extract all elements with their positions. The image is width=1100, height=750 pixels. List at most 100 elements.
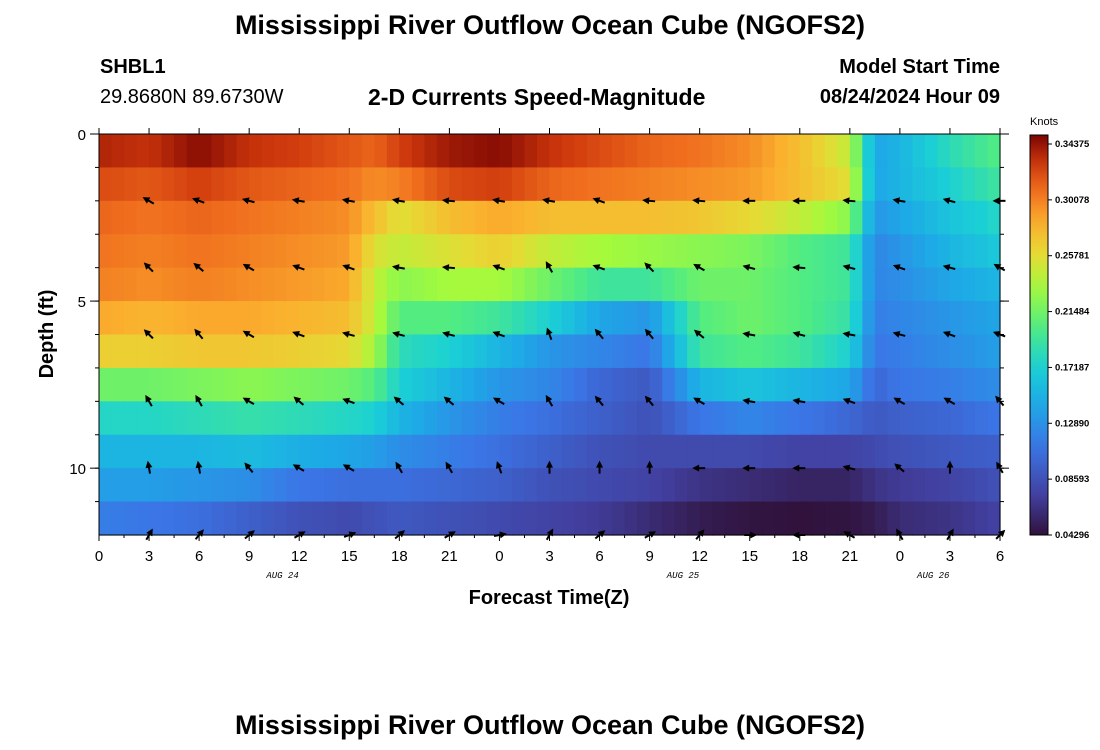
colorbar-tick-label: 0.34375 bbox=[1055, 139, 1090, 150]
heatmap-cell bbox=[774, 301, 788, 336]
heatmap-cell bbox=[474, 267, 488, 302]
heatmap-cell bbox=[874, 200, 888, 235]
heatmap-cell bbox=[762, 234, 776, 269]
heatmap-cell bbox=[461, 468, 476, 503]
heatmap-cell bbox=[499, 334, 513, 369]
arrow-head bbox=[492, 264, 501, 271]
heatmap-cell bbox=[311, 234, 325, 269]
heatmap-cell bbox=[236, 367, 250, 402]
heatmap-cell bbox=[662, 167, 676, 202]
heatmap-cell bbox=[787, 501, 801, 536]
arrow-head bbox=[942, 197, 951, 205]
heatmap-cell bbox=[887, 468, 901, 503]
heatmap-cell bbox=[374, 167, 388, 202]
heatmap-cell bbox=[699, 334, 713, 369]
heatmap-cell bbox=[737, 468, 751, 503]
heatmap-cell bbox=[774, 200, 788, 235]
current-arrow bbox=[742, 330, 756, 338]
heatmap-cell bbox=[361, 501, 375, 536]
heatmap-cell bbox=[161, 367, 175, 402]
heatmap-cell bbox=[286, 267, 300, 302]
x-tick-label: 15 bbox=[741, 548, 758, 565]
heatmap-cell bbox=[674, 301, 688, 336]
arrow-head bbox=[492, 331, 501, 338]
heatmap-cell bbox=[724, 401, 738, 436]
heatmap-cell bbox=[624, 334, 638, 369]
heatmap-cell bbox=[249, 200, 263, 235]
heatmap-cell bbox=[812, 401, 826, 436]
arrow-head bbox=[443, 396, 452, 404]
heatmap-cell bbox=[286, 367, 300, 402]
heatmap-cell bbox=[299, 167, 313, 202]
arrow-head bbox=[842, 397, 851, 405]
heatmap-cell bbox=[974, 334, 989, 369]
heatmap-cell bbox=[662, 200, 676, 235]
heatmap-cell bbox=[486, 200, 501, 235]
heatmap-cell bbox=[562, 167, 576, 202]
heatmap-cell bbox=[361, 167, 375, 202]
heatmap-cell bbox=[599, 367, 613, 402]
arrow-head bbox=[892, 197, 901, 205]
heatmap-cell bbox=[449, 234, 463, 269]
heatmap-cell bbox=[937, 401, 951, 436]
heatmap-cell bbox=[712, 301, 726, 336]
heatmap-cell bbox=[662, 301, 676, 336]
heatmap-cell bbox=[449, 200, 463, 235]
heatmap-cell bbox=[136, 200, 150, 235]
heatmap-cell bbox=[937, 468, 951, 503]
heatmap-cell bbox=[261, 434, 275, 469]
heatmap-cell bbox=[587, 200, 601, 235]
current-arrow bbox=[195, 460, 203, 474]
current-arrow bbox=[892, 197, 906, 205]
heatmap-cell bbox=[174, 234, 188, 269]
heatmap-cell bbox=[762, 301, 776, 336]
heatmap-cell bbox=[324, 334, 338, 369]
heatmap-cell bbox=[924, 367, 939, 402]
arrow-head bbox=[291, 197, 300, 205]
heatmap-cell bbox=[699, 200, 713, 235]
heatmap-cell bbox=[624, 367, 638, 402]
arrow-head bbox=[792, 464, 800, 472]
heatmap-cell bbox=[599, 267, 613, 302]
heatmap-cell bbox=[224, 200, 238, 235]
heatmap-cell bbox=[336, 401, 350, 436]
current-arrow bbox=[842, 264, 856, 271]
current-arrow bbox=[441, 264, 455, 272]
heatmap-cell bbox=[874, 234, 888, 269]
heatmap-cell bbox=[587, 434, 601, 469]
arrow-head bbox=[192, 197, 200, 204]
heatmap-cell bbox=[549, 501, 563, 536]
heatmap-cell bbox=[411, 334, 425, 369]
heatmap-cell bbox=[461, 234, 476, 269]
arrow-head bbox=[594, 328, 602, 337]
heatmap-cell bbox=[874, 267, 888, 302]
heatmap-cell bbox=[799, 134, 813, 169]
heatmap-cell bbox=[887, 267, 901, 302]
x-tick-label: 0 bbox=[95, 548, 103, 565]
heatmap-cell bbox=[812, 468, 826, 503]
current-arrow bbox=[942, 264, 956, 271]
heatmap-cell bbox=[837, 200, 851, 235]
heatmap-cell bbox=[649, 200, 663, 235]
heatmap-cell bbox=[236, 234, 250, 269]
heatmap-cell bbox=[712, 367, 726, 402]
current-arrow bbox=[341, 197, 355, 205]
arrow-head bbox=[842, 330, 850, 338]
heatmap-cell bbox=[562, 301, 576, 336]
current-arrow bbox=[742, 197, 756, 205]
current-arrow bbox=[145, 460, 153, 474]
heatmap-cell bbox=[862, 501, 876, 536]
heatmap-cell bbox=[687, 134, 701, 169]
heatmap-cell bbox=[699, 501, 713, 536]
heatmap-cell bbox=[937, 167, 951, 202]
date-label: AUG 24 bbox=[265, 571, 298, 581]
heatmap-cell bbox=[286, 501, 300, 536]
heatmap-cell bbox=[411, 301, 425, 336]
heatmap-cell bbox=[436, 167, 450, 202]
heatmap-cell bbox=[111, 334, 125, 369]
heatmap-cell bbox=[962, 200, 976, 235]
colorbar-tick-label: 0.04296 bbox=[1055, 530, 1089, 541]
heatmap-cell bbox=[324, 468, 338, 503]
arrow-head bbox=[293, 396, 302, 404]
y-tick-label: 0 bbox=[78, 127, 86, 144]
